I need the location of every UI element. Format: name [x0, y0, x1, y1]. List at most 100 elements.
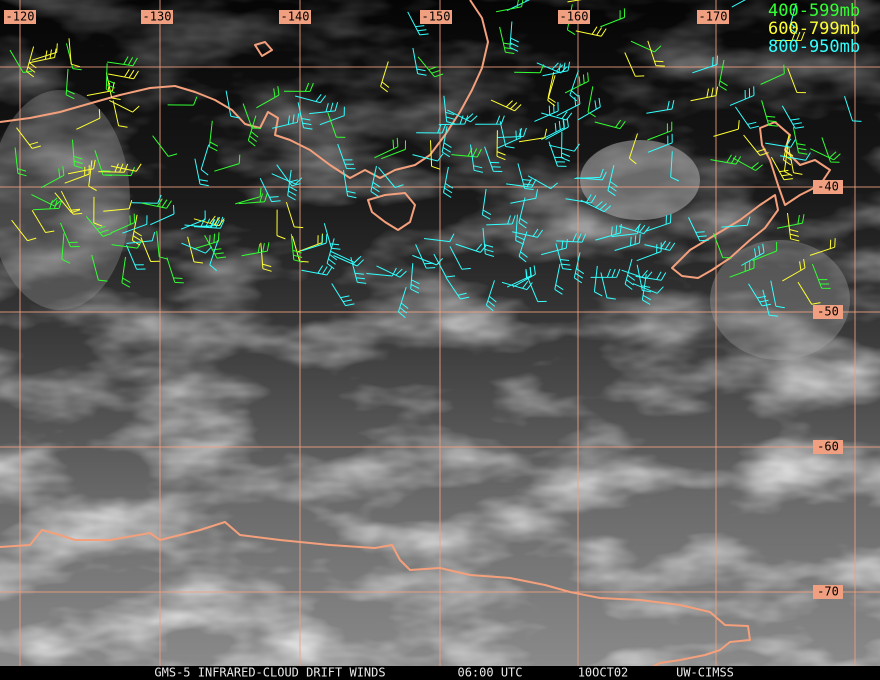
- wind-barb: [193, 232, 220, 250]
- label-bg: [4, 10, 36, 24]
- wind-barb: [103, 200, 133, 212]
- wind-barb: [636, 242, 662, 262]
- label-bg: [813, 440, 843, 454]
- wind-barb: [297, 102, 313, 130]
- wind-barbs: [9, 0, 862, 318]
- wind-barb: [690, 86, 719, 102]
- wind-barb: [370, 165, 381, 197]
- footer-text: 06:00 UTC: [457, 666, 522, 680]
- longitude-label: -150: [422, 10, 451, 24]
- wind-barb: [574, 168, 604, 179]
- wind-barb: [11, 219, 37, 242]
- wind-barb: [647, 121, 673, 141]
- wind-barb: [64, 165, 90, 184]
- wind-barb: [614, 234, 641, 251]
- label-bg: [813, 585, 843, 599]
- wind-barb: [54, 192, 81, 214]
- wind-barb: [809, 238, 836, 256]
- wind-barb: [438, 115, 469, 126]
- wind-barb: [208, 120, 219, 152]
- wind-barb: [194, 158, 209, 187]
- wind-barb: [512, 265, 536, 288]
- wind-barb: [412, 254, 444, 266]
- wind-barb: [731, 0, 746, 8]
- wind-barb: [580, 199, 612, 213]
- wind-barb: [247, 115, 259, 147]
- wind-barb: [150, 204, 175, 226]
- wind-barb: [416, 124, 447, 134]
- wind-barb: [734, 106, 760, 129]
- wind-barb: [510, 189, 538, 204]
- wind-barb: [776, 214, 805, 229]
- wind-barb: [31, 43, 58, 61]
- wind-barb: [485, 280, 497, 312]
- wind-barb: [519, 128, 548, 143]
- wind-barb: [112, 100, 128, 128]
- wind-barb: [259, 177, 281, 203]
- coastline-island: [254, 41, 273, 57]
- wind-barb: [61, 233, 71, 264]
- wind-barb: [547, 72, 556, 103]
- wind-barb: [573, 252, 585, 284]
- wind-barb: [271, 173, 303, 185]
- label-bg: [420, 10, 452, 24]
- wind-barb: [501, 280, 533, 291]
- wind-barb: [710, 154, 742, 165]
- footer-text: GMS-5 INFRARED-CLOUD DRIFT WINDS: [154, 666, 385, 680]
- wind-barb: [204, 235, 226, 259]
- wind-barb: [417, 56, 444, 78]
- wind-barb: [181, 242, 213, 254]
- wind-barb: [624, 52, 645, 77]
- graticule: [0, 0, 880, 666]
- wind-barb: [180, 210, 206, 230]
- wind-barb: [688, 217, 709, 242]
- coastline-australia: [0, 0, 489, 179]
- wind-barb: [593, 265, 603, 297]
- wind-barb: [397, 286, 409, 318]
- wind-barb: [295, 94, 327, 104]
- wind-barb: [721, 216, 751, 228]
- wind-barb: [187, 236, 204, 264]
- label-bg: [141, 10, 173, 24]
- wind-barb: [200, 144, 210, 176]
- wind-barb: [443, 95, 456, 125]
- wind-barb: [378, 167, 404, 188]
- wind-barb: [536, 62, 568, 74]
- coastline-nz-south: [671, 194, 779, 279]
- wind-barb: [621, 269, 653, 280]
- wind-barb: [647, 40, 665, 67]
- wind-barb: [242, 103, 262, 129]
- wind-barb: [556, 94, 581, 117]
- wind-barb: [496, 0, 524, 13]
- wind-barb: [547, 75, 556, 107]
- wind-barb: [33, 199, 63, 211]
- wind-barb: [285, 201, 304, 229]
- wind-barb: [514, 64, 545, 74]
- latitude-label: -50: [817, 305, 839, 319]
- coastline-antarctica: [0, 521, 751, 669]
- wind-barb: [713, 120, 740, 137]
- longitude-label: -170: [699, 10, 728, 24]
- longitude-label: -160: [560, 10, 589, 24]
- wind-barb: [193, 215, 225, 227]
- wind-barb: [781, 105, 805, 129]
- wind-barb: [283, 82, 314, 92]
- wind-barb: [844, 96, 862, 122]
- wind-barb: [770, 156, 793, 181]
- wind-barb: [555, 243, 572, 271]
- wind-barb: [556, 233, 587, 243]
- wind-barb: [718, 59, 728, 91]
- wind-barb: [787, 68, 806, 94]
- wind-barb: [470, 144, 484, 173]
- wind-barb: [797, 281, 821, 305]
- wind-barb: [713, 233, 732, 259]
- wind-barb: [590, 268, 621, 278]
- wind-barb: [91, 254, 108, 282]
- wind-barb: [782, 134, 794, 166]
- wind-barb: [337, 143, 356, 170]
- wind-barb: [548, 143, 580, 152]
- footer-text: 10OCT02: [578, 666, 629, 680]
- legend-label: 600-799mb: [768, 19, 860, 39]
